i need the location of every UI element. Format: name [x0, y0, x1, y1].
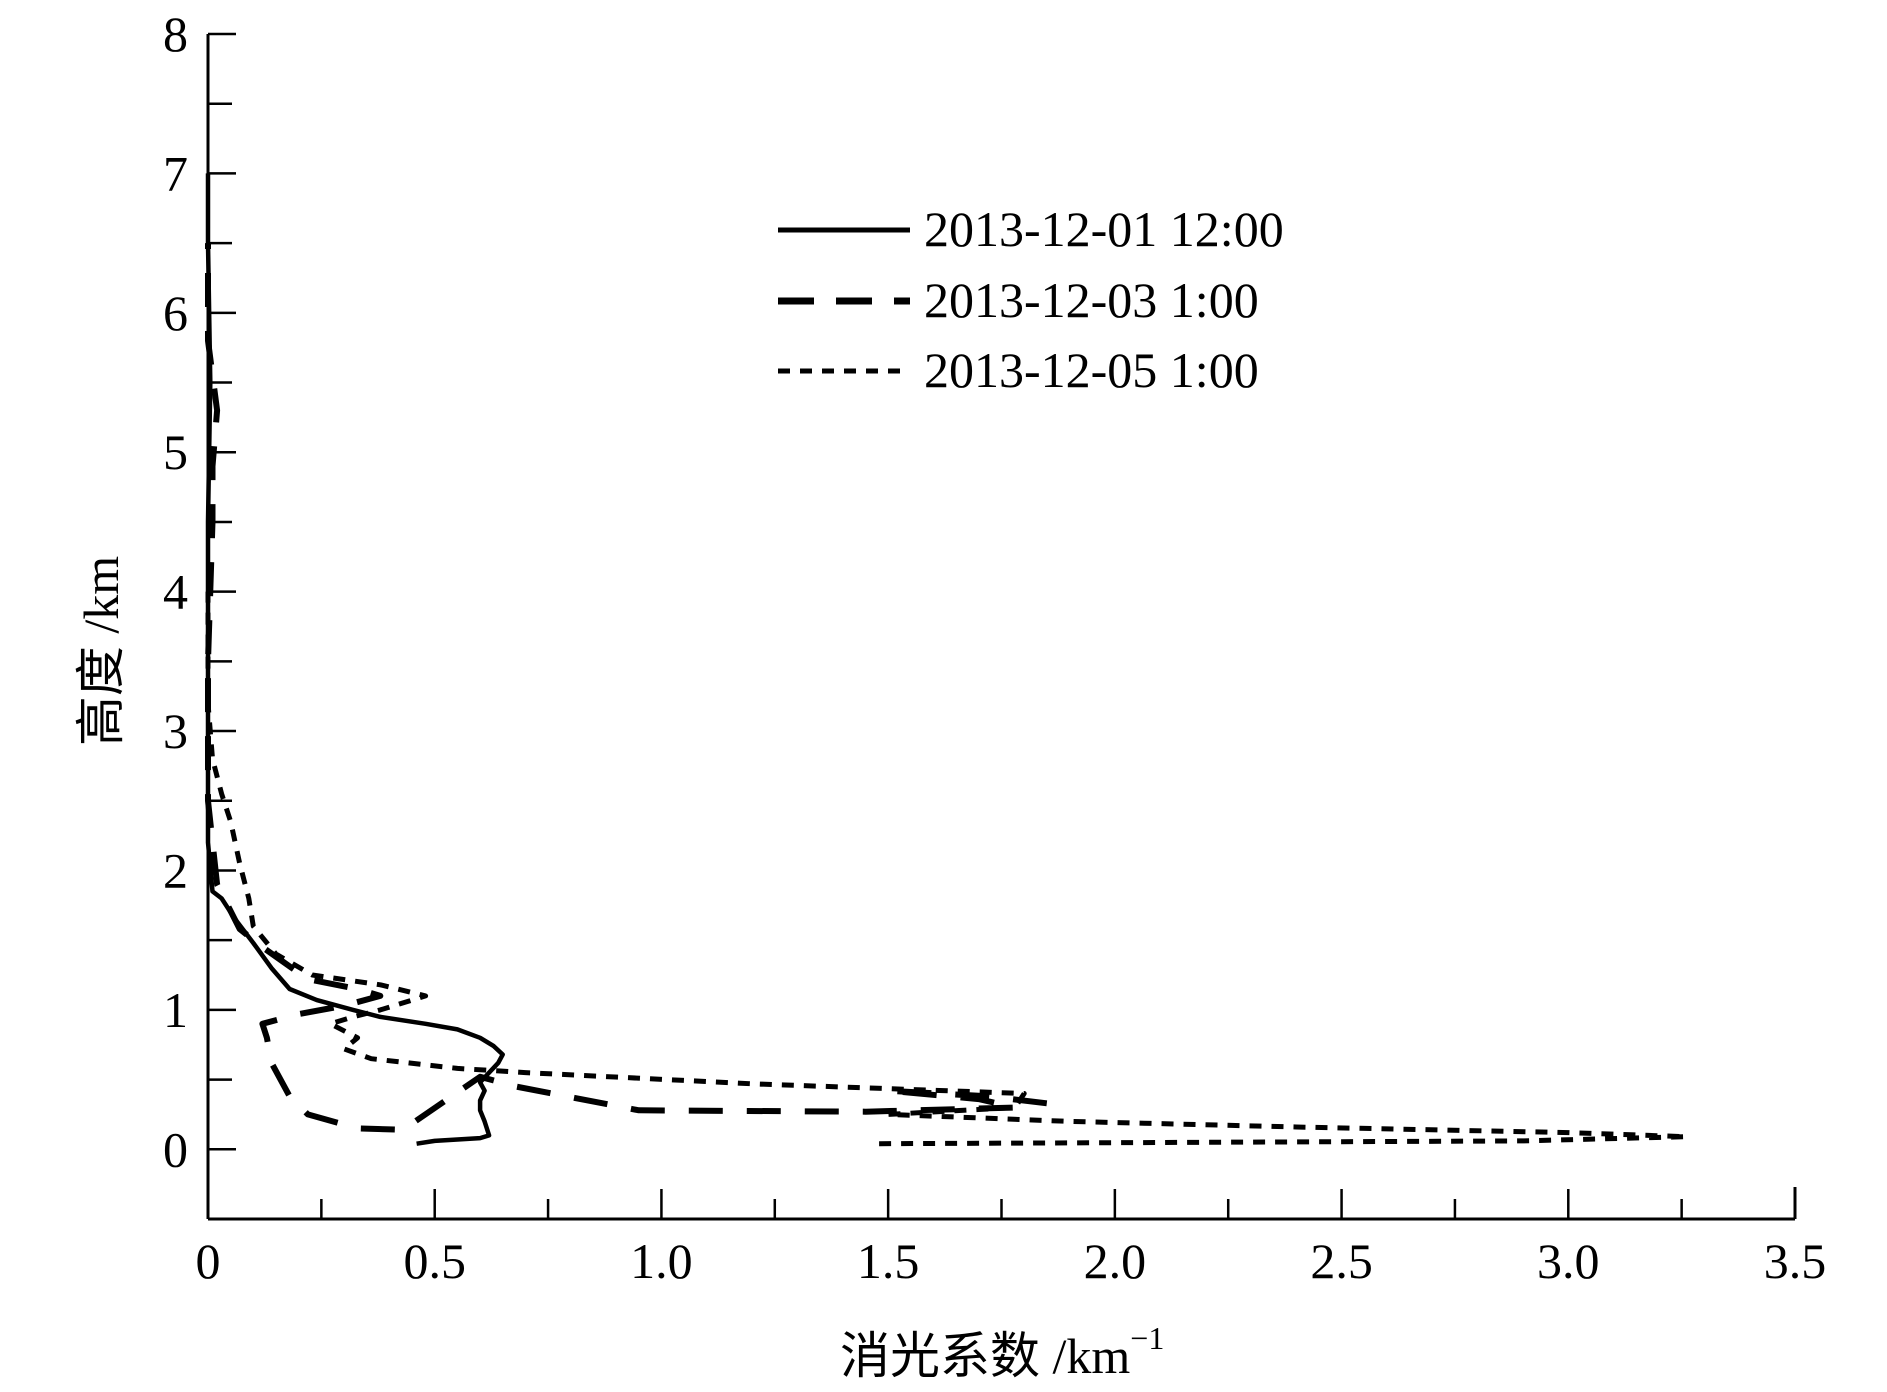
x-tick-label: 1.5 [857, 1233, 920, 1289]
x-tick-label: 2.0 [1084, 1233, 1147, 1289]
x-axis-ticks: 0 0.5 1.0 1.5 2.0 2.5 3.0 3.5 [196, 1189, 1827, 1289]
x-tick-label: 1.0 [630, 1233, 693, 1289]
y-tick-label: 7 [163, 145, 188, 201]
x-axis-title: 消光系数 /km−1 [840, 1320, 1164, 1384]
legend: 2013-12-01 12:00 2013-12-03 1:00 2013-12… [778, 201, 1284, 398]
y-tick-label: 0 [163, 1121, 188, 1177]
y-tick-label: 4 [163, 564, 188, 620]
y-tick-label: 1 [163, 982, 188, 1038]
x-tick-label: 3.5 [1764, 1233, 1827, 1289]
legend-label: 2013-12-05 1:00 [924, 342, 1259, 398]
y-axis-title: 高度 /km [73, 556, 129, 746]
x-tick-label: 3.0 [1537, 1233, 1600, 1289]
x-tick-label: 0 [196, 1233, 221, 1289]
x-tick-label: 0.5 [403, 1233, 466, 1289]
y-tick-label: 5 [163, 424, 188, 480]
y-axis-ticks: 0 1 2 3 4 5 6 7 8 [163, 6, 236, 1221]
series-line-dashed [205, 243, 1048, 1133]
legend-label: 2013-12-01 12:00 [924, 201, 1284, 257]
series-layer [205, 173, 1689, 1147]
y-tick-label: 2 [163, 842, 188, 898]
y-tick-label: 3 [163, 703, 188, 759]
series-line-dotted [205, 591, 1689, 1147]
plot-area: 0 0.5 1.0 1.5 2.0 2.5 3.0 3.5 0 1 2 3 4 5 6 7 8 [163, 6, 1826, 1289]
series-line-solid [205, 173, 505, 1146]
x-tick-label: 2.5 [1310, 1233, 1373, 1289]
legend-label: 2013-12-03 1:00 [924, 272, 1259, 328]
y-tick-label: 6 [163, 285, 188, 341]
y-tick-label: 8 [163, 6, 188, 62]
